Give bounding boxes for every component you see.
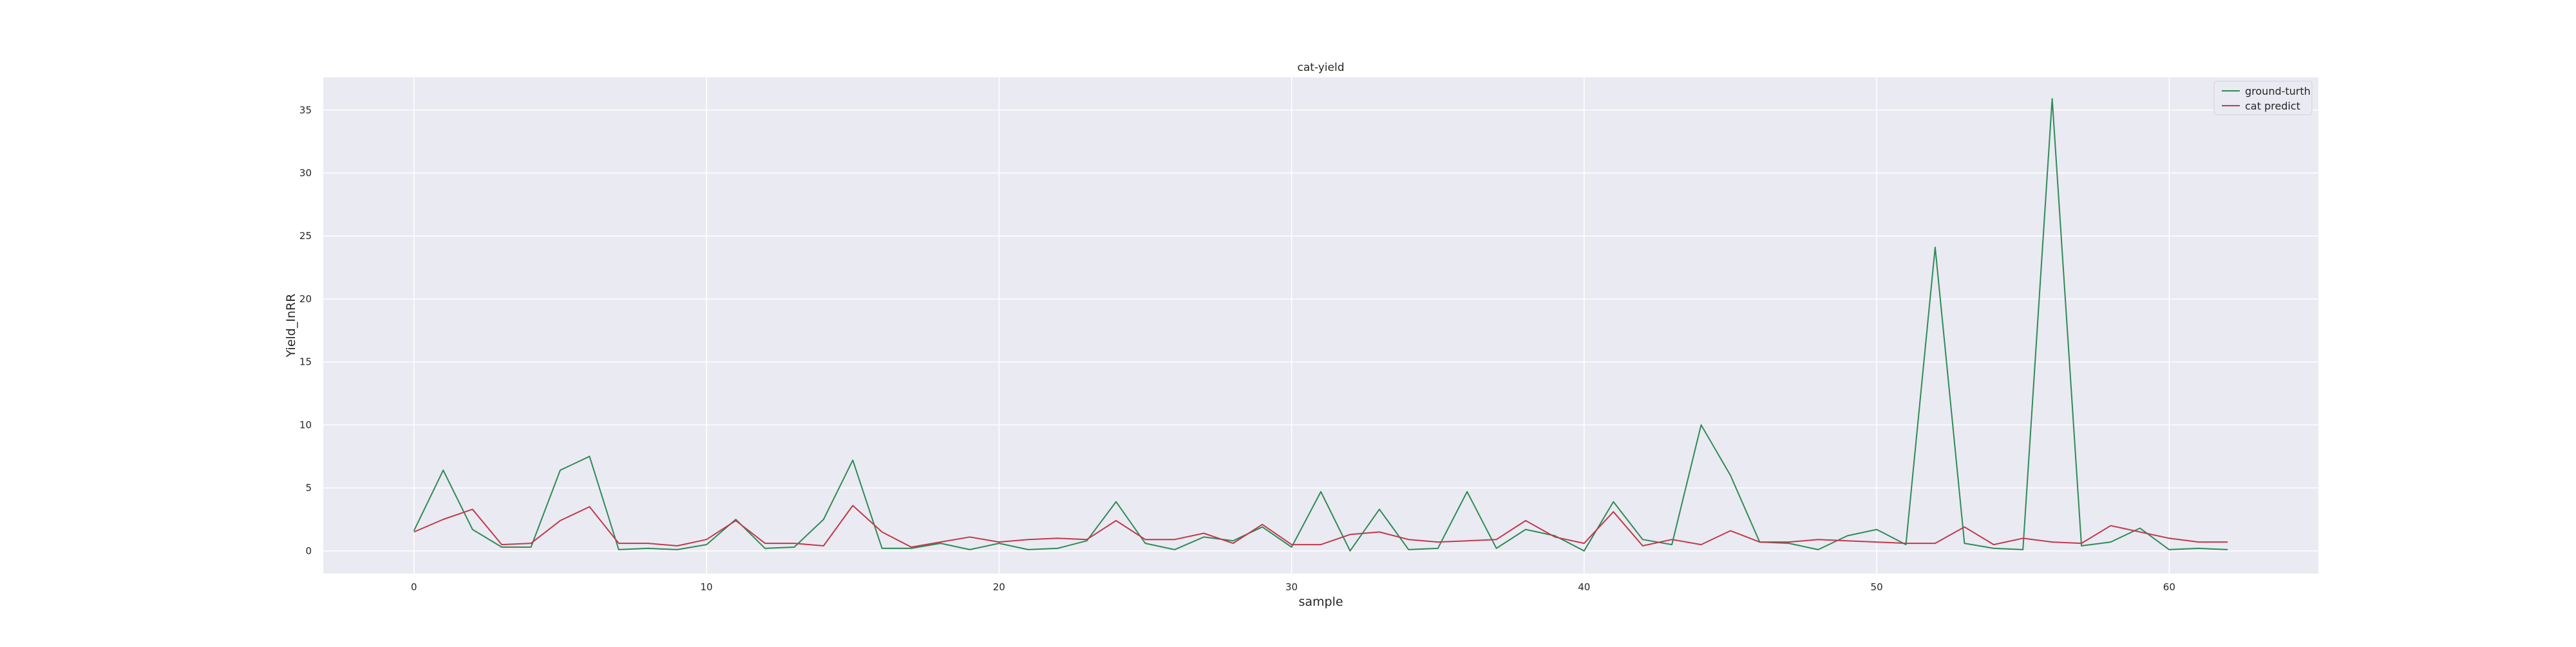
legend: ground-turth cat predict: [2213, 81, 2313, 115]
x-axis-label: sample: [1298, 595, 1343, 609]
x-tick-label: 20: [993, 581, 1005, 593]
x-tick-label: 0: [411, 581, 417, 593]
grid-lines: [323, 77, 2318, 574]
x-tick-label: 60: [2163, 581, 2175, 593]
y-tick-label: 35: [299, 104, 312, 116]
y-tick-label: 20: [299, 293, 312, 305]
chart-title: cat-yield: [1297, 61, 1344, 74]
y-axis-label: Yield_InRR: [284, 294, 298, 358]
x-tick-label: 10: [701, 581, 713, 593]
y-tick-label: 0: [305, 545, 312, 557]
x-tick-label: 50: [1871, 581, 1883, 593]
series-lines: [413, 98, 2228, 552]
legend-label-cat-predict: cat predict: [2245, 100, 2300, 112]
y-tick-label: 30: [299, 168, 312, 179]
series-line-cat-predict: [413, 505, 2228, 548]
y-tick-label: 5: [305, 482, 312, 494]
y-tick-label: 25: [299, 230, 312, 242]
y-tick-label: 15: [299, 356, 312, 368]
tick-labels: 0 5 10 15 20 25 30 35 0 10 20 30 40 50 60: [299, 104, 2175, 593]
y-tick-label: 10: [299, 419, 312, 430]
series-line-ground-turth: [413, 98, 2228, 552]
x-tick-label: 40: [1578, 581, 1590, 593]
x-tick-label: 30: [1285, 581, 1298, 593]
plot-background: [323, 77, 2318, 574]
legend-label-ground-turth: ground-turth: [2245, 85, 2311, 97]
